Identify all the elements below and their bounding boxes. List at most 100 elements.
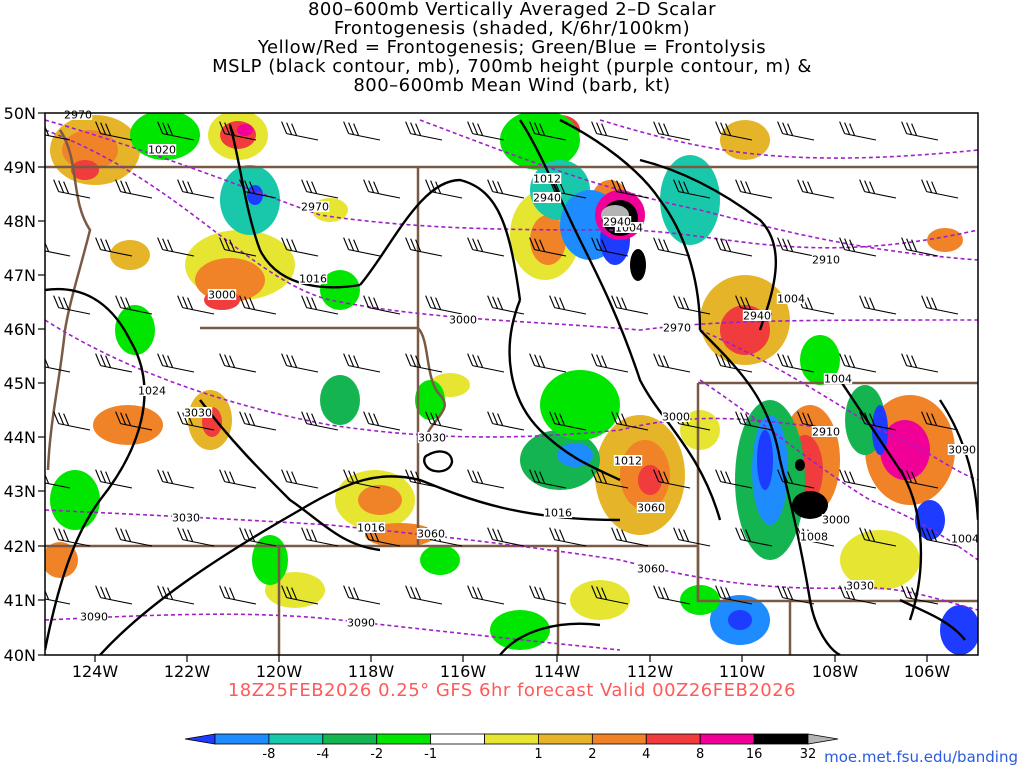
wind-barb	[735, 411, 773, 431]
wind-barb	[839, 121, 877, 141]
wind-barb	[115, 527, 153, 547]
height-label-bg	[300, 201, 330, 212]
wind-barb	[921, 179, 959, 199]
lon-label: 106W	[904, 662, 951, 681]
mslp-label: 1012	[614, 455, 642, 468]
lat-label: 44N	[4, 428, 36, 447]
wind-barb	[95, 585, 133, 605]
height-label: 3090	[948, 444, 976, 457]
lon-label: 118W	[348, 662, 395, 681]
height-label-bg	[662, 322, 692, 333]
wind-barb	[425, 295, 463, 315]
height-label-bg	[448, 314, 478, 325]
wind-barb	[611, 179, 649, 199]
wind-barb	[549, 411, 587, 431]
height-label-bg	[63, 109, 93, 120]
colorbar-segment	[699, 733, 755, 745]
wind-barb	[219, 469, 257, 489]
height-label: 3060	[637, 502, 665, 515]
wind-barb	[777, 469, 815, 489]
mslp-label-bg	[950, 533, 980, 544]
wind-barb	[901, 353, 939, 373]
wind-barb	[735, 179, 773, 199]
wind-barb	[529, 237, 567, 257]
wind-barb	[715, 585, 753, 605]
wind-barb	[219, 237, 257, 257]
lon-label: 116W	[440, 662, 487, 681]
lon-label: 122W	[164, 662, 211, 681]
wind-barb	[653, 585, 691, 605]
height-label-bg	[742, 310, 772, 321]
wind-barb	[157, 469, 195, 489]
wind-barb	[715, 237, 753, 257]
wind-barb	[467, 121, 505, 141]
wind-barb	[177, 295, 215, 315]
colorbar-tick-label: -8	[262, 747, 275, 762]
mslp-label: 1016	[357, 522, 385, 535]
height-label: 3030	[184, 407, 212, 420]
wind-barb	[363, 179, 401, 199]
wind-barb	[45, 241, 71, 257]
colorbar-tick-label: 32	[800, 747, 817, 762]
height-label-bg	[811, 254, 841, 265]
wind-barb	[653, 237, 691, 257]
wind-barb	[301, 179, 339, 199]
wind-barb	[487, 295, 525, 315]
wind-barb	[239, 527, 277, 547]
height-label-bg	[346, 617, 376, 628]
wind-barb	[839, 353, 877, 373]
height-label: 3030	[172, 512, 200, 525]
wind-barb	[343, 585, 381, 605]
mslp-label-bg	[137, 385, 167, 396]
height-label: 3060	[637, 563, 665, 576]
colorbar-tick-label: -2	[370, 747, 383, 762]
wind-barb	[611, 527, 649, 547]
wind-barb	[301, 295, 339, 315]
wind-barb	[839, 469, 877, 489]
height-label: 2910	[812, 426, 840, 439]
wind-barb	[549, 527, 587, 547]
title-block: 800–600mb Vertically Averaged 2–D Scalar…	[0, 0, 1024, 95]
colorbar-segment	[268, 733, 324, 745]
wind-barb	[529, 585, 567, 605]
mslp-label-bg	[614, 222, 644, 233]
wind-barb	[157, 353, 195, 373]
colorbar-segment	[484, 733, 539, 745]
height-label-bg	[416, 528, 446, 539]
lat-label: 43N	[4, 482, 36, 501]
height-label: 3000	[822, 514, 850, 527]
title-line-1: 800–600mb Vertically Averaged 2–D Scalar	[307, 0, 717, 20]
wind-barb	[95, 469, 133, 489]
lon-label: 112W	[627, 662, 674, 681]
wind-barb	[859, 179, 897, 199]
wind-barb	[281, 353, 319, 373]
wind-barb	[157, 585, 195, 605]
mslp-label: 1004	[951, 533, 979, 546]
wind-barb	[405, 469, 443, 489]
height-label: 3000	[449, 314, 477, 327]
wind-barb	[777, 237, 815, 257]
height-label: 3060	[417, 528, 445, 541]
wind-barb	[735, 527, 773, 547]
wind-barb	[529, 469, 567, 489]
wind-barb	[467, 585, 505, 605]
wind-barb	[859, 411, 897, 431]
lat-label: 47N	[4, 266, 36, 285]
height-label-bg	[207, 289, 237, 300]
mslp-label-bg	[147, 144, 177, 155]
wind-barb	[777, 121, 815, 141]
height-label: 3030	[846, 580, 874, 593]
wind-barb	[591, 121, 629, 141]
wind-barb	[405, 121, 443, 141]
political-borders	[45, 129, 978, 655]
wind-barbs	[45, 121, 959, 605]
credit-link[interactable]: moe.met.fsu.edu/banding	[824, 748, 1018, 766]
wind-barb	[673, 527, 711, 547]
wind-barb	[53, 527, 91, 547]
wind-barb	[653, 353, 691, 373]
wind-barb	[715, 121, 753, 141]
height-label-bg	[171, 512, 201, 523]
wind-barb	[591, 353, 629, 373]
wind-barb	[487, 179, 525, 199]
